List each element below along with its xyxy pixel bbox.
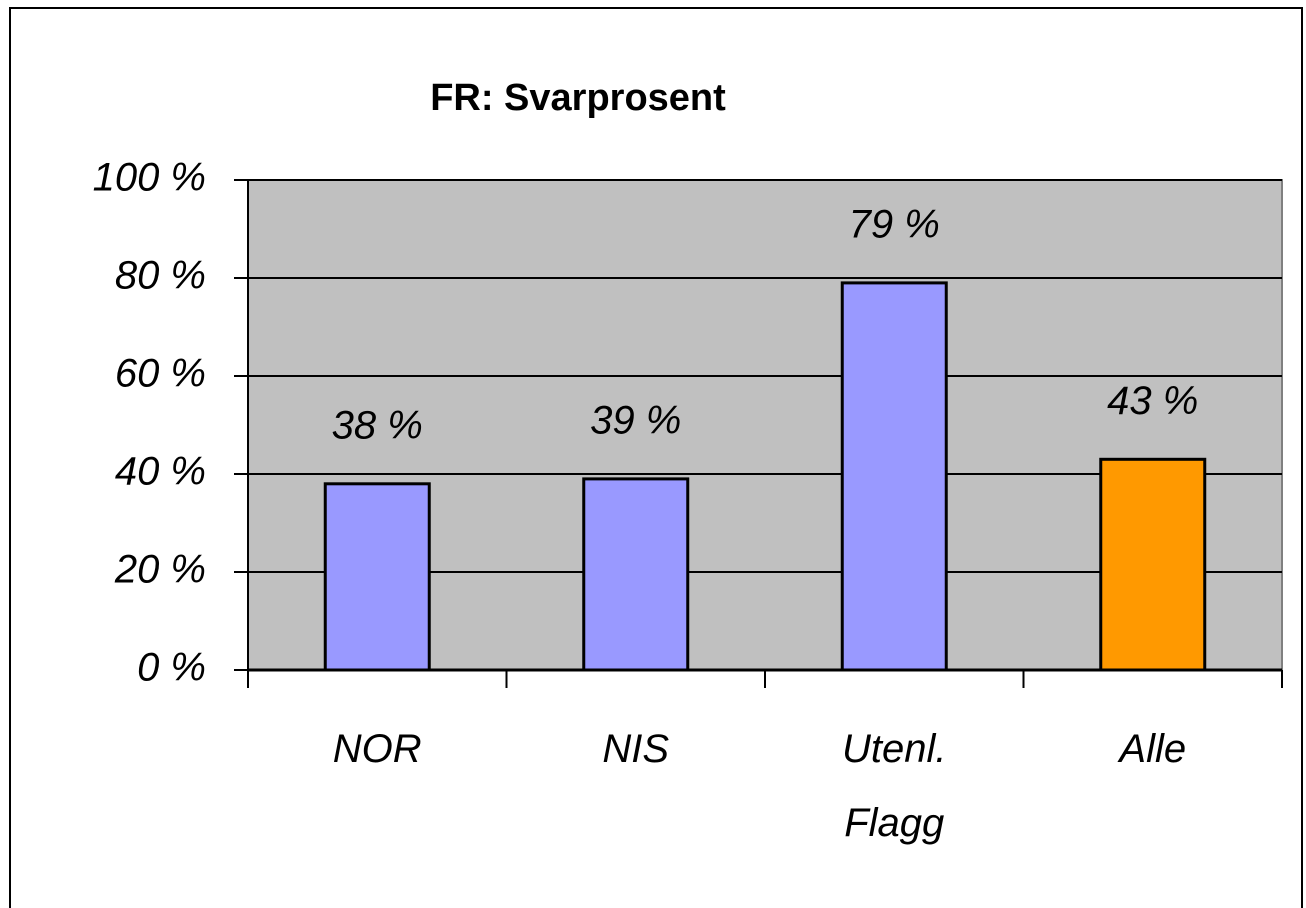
x-tick-label: Utenl. Flagg	[842, 727, 947, 845]
y-tick-label: 80 %	[115, 254, 206, 298]
bar	[323, 482, 431, 672]
bar	[1099, 457, 1207, 672]
value-label: 38 %	[332, 403, 423, 447]
x-tick-label: NIS	[602, 727, 670, 771]
chart-title: FR: Svarprosent	[430, 77, 726, 119]
y-tick-label: 20 %	[114, 548, 206, 592]
bar	[582, 477, 690, 672]
y-tick-label: 100 %	[93, 156, 206, 200]
bar	[840, 281, 948, 672]
y-tick-label: 60 %	[115, 352, 206, 396]
value-label: 39 %	[590, 398, 681, 442]
value-label: 79 %	[849, 202, 940, 246]
y-tick-label: 0 %	[137, 646, 206, 690]
x-tick-label: Alle	[1119, 727, 1187, 771]
y-tick-label: 40 %	[115, 450, 206, 494]
x-tick-label: NOR	[332, 727, 422, 771]
value-label: 43 %	[1107, 379, 1198, 423]
